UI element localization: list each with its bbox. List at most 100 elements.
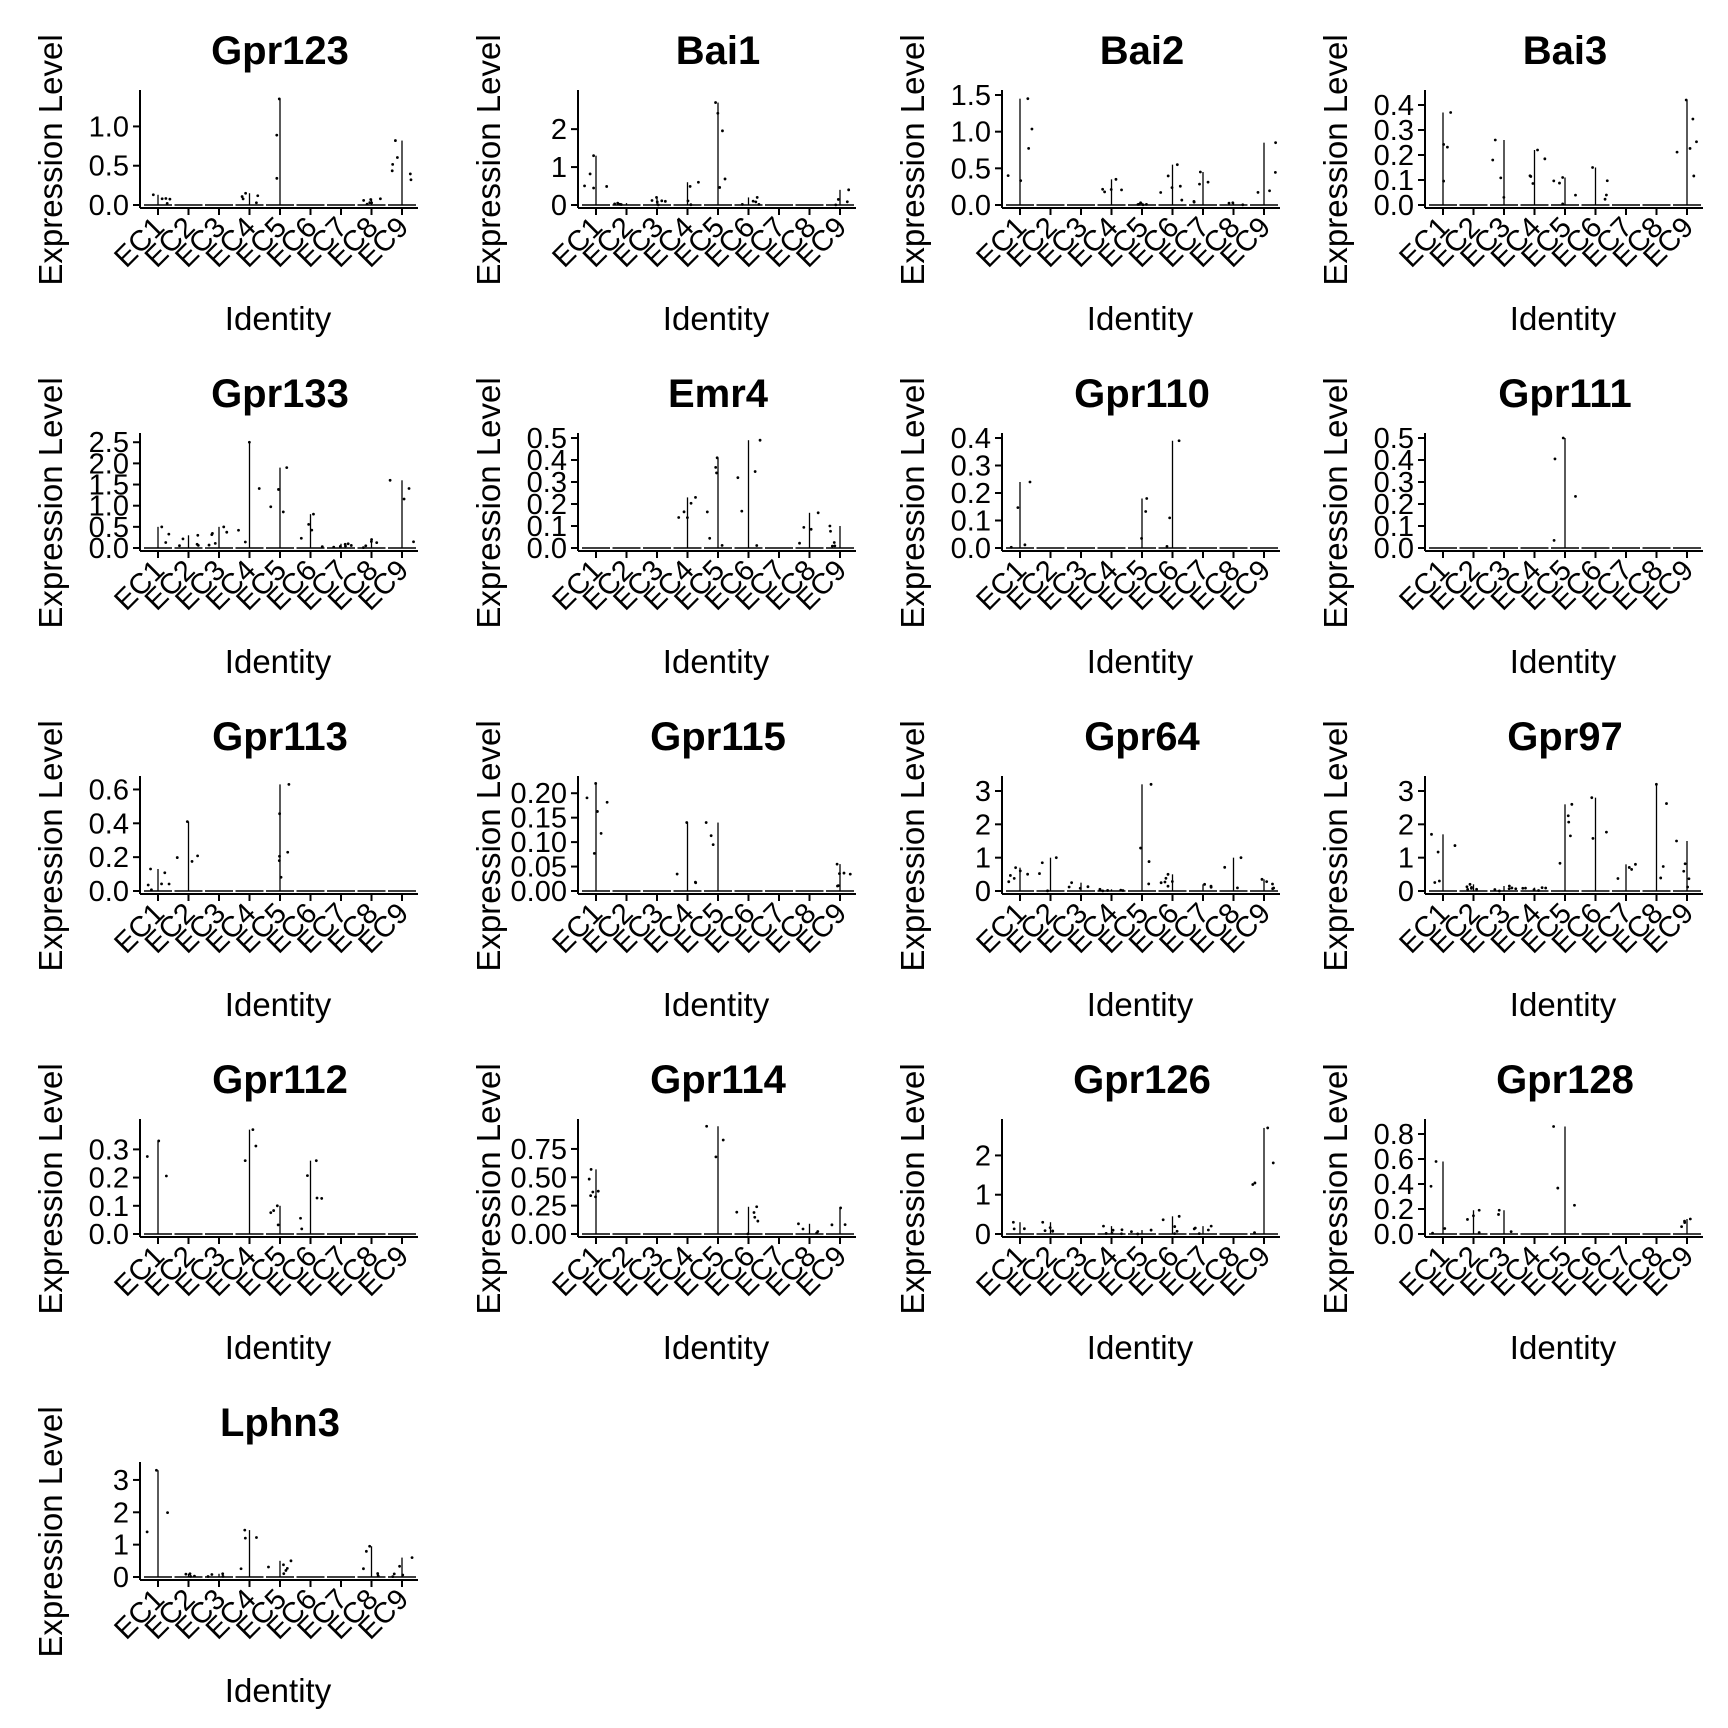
- cell-point: [299, 1216, 302, 1220]
- y-tick-label: 0.50: [511, 1162, 567, 1194]
- cell-point: [613, 202, 617, 206]
- y-tick-label: 0: [975, 1219, 991, 1251]
- cell-point: [1048, 1226, 1052, 1230]
- cell-point: [1111, 1228, 1115, 1232]
- cell-point: [1119, 888, 1123, 892]
- cell-point: [1499, 176, 1503, 180]
- y-tick-label: 0.0: [1374, 533, 1414, 565]
- cell-point: [1544, 886, 1548, 890]
- y-tick-label: 0.4: [1374, 445, 1414, 477]
- cell-point: [1675, 839, 1678, 843]
- cell-point: [1166, 174, 1170, 178]
- cell-point: [1688, 1217, 1692, 1221]
- cell-point: [1198, 170, 1202, 174]
- cell-point: [1149, 782, 1153, 786]
- cell-point: [1110, 1231, 1114, 1235]
- x-axis-label: Identity: [225, 1329, 332, 1366]
- cell-point: [1018, 869, 1022, 873]
- cell-point: [272, 1209, 276, 1212]
- cell-point: [410, 1556, 414, 1559]
- y-tick-label: 0.00: [511, 1219, 567, 1251]
- y-tick-label: 0.1: [89, 1191, 129, 1223]
- cell-point: [251, 1128, 255, 1132]
- cell-point: [591, 1190, 595, 1194]
- panel-gpr113: Gpr113 Expression Level Identity 0.00.20.40…: [32, 715, 418, 1023]
- cell-point: [1497, 1213, 1500, 1216]
- cell-point: [1120, 1232, 1123, 1236]
- cell-point: [285, 466, 289, 470]
- cell-point: [1552, 538, 1556, 542]
- cell-point: [751, 199, 755, 203]
- y-tick-label: 2: [113, 1497, 129, 1529]
- y-tick-label: 3: [113, 1465, 129, 1497]
- cell-point: [708, 536, 712, 540]
- cell-point: [346, 542, 350, 546]
- cell-point: [618, 202, 622, 206]
- cell-point: [1434, 1160, 1438, 1163]
- cell-point: [655, 200, 659, 204]
- panel-title: Gpr64: [1084, 715, 1200, 759]
- y-tick-label: 0.2: [527, 489, 567, 521]
- cell-point: [830, 544, 834, 548]
- cell-point: [164, 1174, 168, 1178]
- y-tick-label: 0.0: [89, 876, 129, 908]
- cell-point: [164, 197, 168, 200]
- cell-point: [1433, 881, 1437, 884]
- y-tick-label: 0.5: [527, 423, 567, 455]
- cell-point: [165, 202, 169, 205]
- cell-point: [757, 203, 761, 206]
- cell-point: [1273, 170, 1277, 174]
- cell-point: [1136, 1232, 1140, 1236]
- cell-point: [243, 1159, 247, 1163]
- cell-point: [1558, 181, 1561, 185]
- cell-point: [798, 541, 801, 545]
- cell-point: [392, 1572, 396, 1576]
- cell-point: [1532, 888, 1536, 891]
- cell-point: [1683, 862, 1687, 866]
- y-tick-label: 1: [975, 1180, 991, 1212]
- cell-point: [1260, 877, 1264, 881]
- y-tick-label: 2: [975, 809, 991, 841]
- cell-point: [412, 540, 415, 544]
- cell-point: [714, 465, 718, 469]
- cell-point: [275, 133, 279, 137]
- cell-point: [211, 532, 214, 535]
- cell-point: [1043, 1229, 1047, 1233]
- cell-point: [832, 541, 836, 544]
- cell-point: [1145, 202, 1148, 206]
- cell-point: [1175, 1229, 1179, 1233]
- cell-point: [1537, 889, 1540, 892]
- cell-point: [221, 1575, 225, 1578]
- cell-point: [1616, 877, 1620, 880]
- cell-point: [1509, 1230, 1513, 1234]
- cell-point: [754, 200, 758, 204]
- y-tick-label: 0.15: [511, 803, 567, 835]
- y-tick-label: 0.3: [1374, 115, 1414, 147]
- y-tick-label: 0.0: [1374, 190, 1414, 222]
- cell-point: [256, 194, 260, 198]
- cell-point: [193, 1574, 196, 1578]
- x-axis-label: Identity: [1087, 986, 1194, 1023]
- cell-point: [843, 1223, 847, 1227]
- cell-point: [1443, 1227, 1447, 1230]
- y-tick-label: 0.1: [1374, 511, 1414, 543]
- cell-point: [247, 440, 251, 444]
- y-tick-label: 1: [113, 1530, 129, 1562]
- cell-point: [1510, 886, 1514, 890]
- cell-point: [1197, 1232, 1201, 1236]
- y-tick-label: 0.5: [1374, 423, 1414, 455]
- cell-point: [1139, 846, 1142, 850]
- cell-point: [705, 510, 709, 514]
- cell-point: [1266, 1126, 1270, 1130]
- cell-point: [1271, 1161, 1275, 1165]
- cell-point: [1442, 179, 1445, 183]
- cell-point: [278, 854, 281, 858]
- cell-point: [1023, 543, 1027, 547]
- cell-point: [190, 860, 194, 863]
- cell-point: [1009, 545, 1013, 549]
- cell-point: [1236, 886, 1239, 890]
- y-tick-label: 0: [551, 190, 567, 222]
